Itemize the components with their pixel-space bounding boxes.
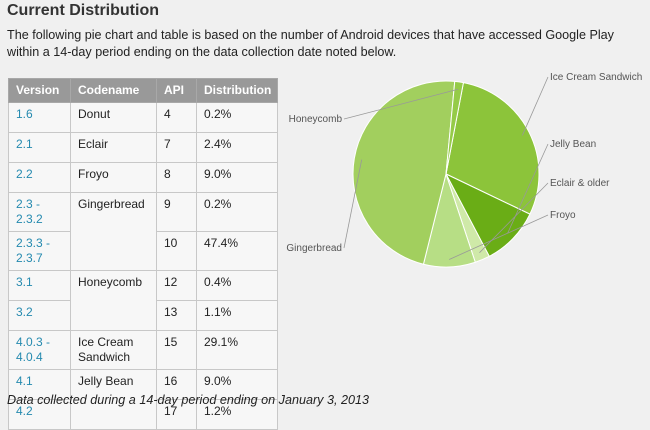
- pie-label: Ice Cream Sandwich: [550, 72, 642, 83]
- pie-leader-line: [522, 76, 549, 136]
- api-cell: 15: [156, 330, 197, 370]
- pie-leader-line: [507, 143, 549, 234]
- codename-cell: Honeycomb: [70, 270, 157, 331]
- pie-slice-gingerbread: [352, 80, 456, 265]
- table-row: 3.1 Honeycomb 12 0.4%: [8, 270, 279, 331]
- api-cell: 7: [156, 132, 197, 163]
- pie-label: Honeycomb: [289, 114, 343, 125]
- api-cell: 9: [156, 192, 197, 232]
- page-title: Current Distribution: [7, 2, 159, 19]
- distribution-cell: 1.1%: [195, 300, 279, 331]
- api-cell: 13: [156, 300, 197, 331]
- table-header-row: Version Codename API Distribution: [8, 78, 279, 103]
- codename-cell: Donut: [70, 102, 157, 133]
- pie-leader-line: [343, 88, 459, 120]
- api-cell: 16: [156, 369, 197, 400]
- data-collected-note: Data collected during a 14-day period en…: [7, 393, 369, 407]
- api-cell: 4: [156, 102, 197, 133]
- pie-leader-line: [343, 159, 363, 249]
- distribution-cell: 2.4%: [195, 132, 279, 163]
- table-row: 2.3 - 2.3.2 Gingerbread 9 0.2%: [8, 192, 279, 271]
- version-link[interactable]: 2.1: [8, 132, 71, 163]
- pie-label: Froyo: [550, 210, 576, 221]
- column-header-version: Version: [8, 78, 71, 103]
- intro-paragraph: The following pie chart and table is bas…: [7, 28, 614, 59]
- distribution-cell: 29.1%: [195, 330, 279, 370]
- version-link[interactable]: 2.2: [8, 162, 71, 193]
- pie-slice-ice-cream-sandwich: [445, 82, 540, 215]
- version-link[interactable]: 4.0.3 - 4.0.4: [8, 330, 71, 370]
- table-row: 3.2 13 1.1%: [8, 300, 279, 331]
- codename-cell: Eclair: [70, 132, 157, 163]
- pie-label: Jelly Bean: [550, 139, 596, 150]
- table-row: 2.1 Eclair 7 2.4%: [8, 132, 279, 163]
- distribution-cell: 0.2%: [195, 102, 279, 133]
- pie-leader-line: [449, 214, 549, 260]
- column-header-api: API: [156, 78, 197, 103]
- table-row: 4.0.3 - 4.0.4 Ice Cream Sandwich 15 29.1…: [8, 330, 279, 370]
- distribution-table: Version Codename API Distribution 1.6 Do…: [8, 78, 279, 430]
- pie-slice-honeycomb: [445, 80, 465, 175]
- api-cell: 12: [156, 270, 197, 301]
- distribution-cell: 9.0%: [195, 162, 279, 193]
- column-header-distribution: Distribution: [195, 78, 279, 103]
- distribution-pie-chart: Ice Cream Sandwich Jelly Bean Eclair & old…: [286, 72, 642, 268]
- version-link[interactable]: 2.3.3 - 2.3.7: [8, 231, 71, 271]
- distribution-cell: 0.2%: [195, 192, 279, 232]
- pie-label: Eclair & older: [550, 178, 610, 189]
- codename-cell: Gingerbread: [70, 192, 157, 271]
- api-cell: 8: [156, 162, 197, 193]
- pie-label: Gingerbread: [286, 243, 342, 254]
- version-link[interactable]: 4.1: [8, 369, 71, 400]
